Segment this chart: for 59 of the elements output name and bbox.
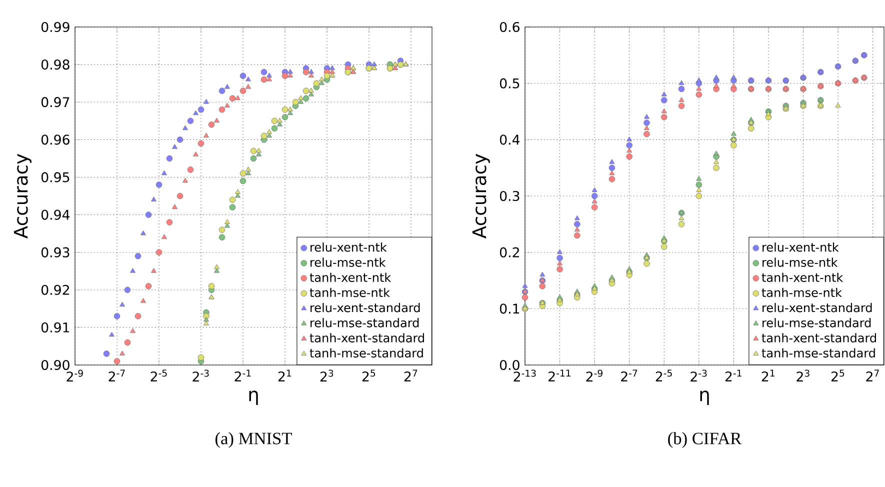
y-tick-label: 0.95	[41, 172, 70, 182]
y-tick-label: 0.4	[500, 134, 520, 145]
x-tick-label: 2$^{-11}$	[548, 370, 570, 382]
y-tick-label: 0.6	[500, 22, 520, 32]
legend-label: tanh-mse-ntk	[310, 288, 390, 298]
y-tick-label: 0.90	[41, 360, 70, 370]
legend-label: relu-xent-ntk	[762, 242, 839, 252]
x-tick-label: 2$^{-7}$	[108, 370, 125, 382]
x-tick-label: 2$^{-5}$	[656, 370, 672, 382]
y-tick-label: 0.92	[41, 284, 69, 295]
legend-label: tanh-xent-standard	[310, 333, 424, 342]
x-tick-label: 2$^{1}$	[278, 370, 292, 382]
x-tick-label: 2$^{-3}$	[192, 370, 209, 382]
legend-label: relu-xent-standard	[762, 302, 872, 312]
legend-label: tanh-xent-ntk	[762, 272, 844, 282]
y-tick-label: 0.2	[500, 247, 519, 258]
legend-label: relu-xent-standard	[310, 302, 420, 312]
legend-label: tanh-xent-standard	[762, 333, 876, 342]
y-tick-label: 0.3	[500, 190, 520, 202]
y-axis-title: Accuracy	[472, 154, 490, 238]
legend-label: relu-xent-ntk	[310, 242, 387, 252]
x-tick-label: 2$^{-9}$	[66, 370, 83, 382]
legend-label: tanh-mse-standard	[762, 348, 875, 358]
x-tick-label: 2$^{-7}$	[621, 370, 638, 382]
legend-label: relu-mse-standard	[762, 318, 871, 328]
y-tick-label: 0.96	[41, 134, 70, 145]
y-tick-label: 0.5	[500, 78, 520, 88]
y-tick-label: 0.99	[41, 22, 70, 32]
x-axis-title: η	[249, 390, 258, 405]
y-tick-label: 0.98	[41, 60, 70, 70]
x-tick-label: 2$^{-13}$	[514, 370, 536, 382]
x-tick-label: 2$^{5}$	[831, 370, 844, 382]
x-tick-label: 2$^{7}$	[404, 370, 418, 382]
x-tick-label: 2$^{-9}$	[586, 370, 602, 382]
legend-label: relu-mse-standard	[310, 318, 419, 328]
y-tick-label: 0.97	[41, 97, 70, 108]
x-tick-label: 2$^{-3}$	[690, 370, 707, 382]
legend-label: relu-mse-ntk	[310, 258, 386, 267]
legend-label: tanh-mse-standard	[310, 348, 423, 358]
x-tick-label: 2$^{1}$	[762, 370, 774, 382]
x-tick-label: 2$^{5}$	[362, 370, 376, 382]
x-tick-label: 2$^{-1}$	[725, 370, 742, 382]
x-axis-title: η	[700, 390, 709, 405]
y-tick-label: 0.0	[500, 360, 520, 370]
x-tick-label: 2$^{3}$	[796, 370, 810, 382]
legend-label: tanh-mse-ntk	[762, 288, 842, 298]
x-tick-label: 2$^{-5}$	[150, 370, 167, 382]
y-tick-label: 0.91	[41, 322, 70, 332]
x-tick-label: 2$^{3}$	[320, 370, 334, 382]
x-tick-label: 2$^{7}$	[866, 370, 879, 382]
text: (b) CIFAR	[668, 432, 742, 448]
y-tick-label: 0.1	[500, 304, 520, 314]
y-tick-label: 0.93	[41, 247, 70, 258]
y-axis-title: Accuracy	[14, 154, 32, 238]
legend-label: tanh-xent-ntk	[310, 272, 392, 282]
text: (a) MNIST	[216, 432, 292, 448]
x-tick-label: 2$^{-1}$	[234, 370, 251, 382]
y-tick-label: 0.94	[41, 210, 70, 220]
legend-label: relu-mse-ntk	[762, 258, 838, 267]
